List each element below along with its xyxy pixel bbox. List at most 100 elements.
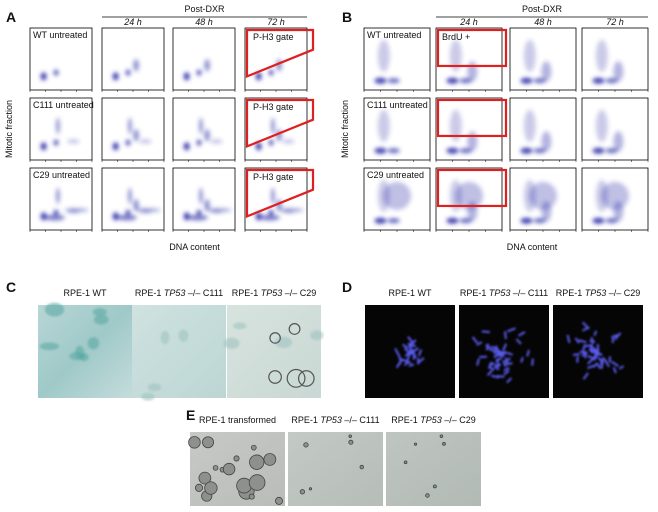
label-prefix: RPE-1 — [460, 288, 489, 298]
chromosome — [611, 337, 615, 343]
plot-frame — [101, 27, 165, 91]
chromosome — [403, 347, 410, 353]
flow-plot: BrdU + — [435, 27, 508, 92]
chromosome — [402, 343, 409, 350]
cell-density — [459, 78, 472, 84]
colony — [403, 460, 408, 465]
gate — [436, 168, 508, 208]
cell-density — [529, 181, 557, 210]
chromosome — [495, 356, 503, 363]
gate — [436, 28, 508, 68]
cell-cloud — [183, 187, 232, 221]
chromosome — [407, 342, 413, 351]
flow-plot: WT untreated — [29, 27, 93, 92]
label-gene: TP53 — [585, 288, 607, 298]
chromosome — [493, 365, 500, 371]
colony — [297, 370, 315, 387]
cell — [233, 322, 247, 330]
gate-label: P-H3 gate — [253, 32, 294, 42]
cell-density — [533, 148, 546, 154]
cell-density — [196, 139, 202, 146]
chromosome — [612, 367, 617, 374]
cell — [93, 314, 109, 325]
chromosome — [587, 364, 595, 370]
chromosome — [604, 360, 610, 368]
cell-density — [459, 148, 472, 154]
flow-plot — [101, 167, 165, 232]
colony — [269, 332, 281, 344]
image-label: RPE-1 TP53 –/– C29 — [232, 288, 317, 298]
cell — [92, 308, 107, 317]
cell-density — [116, 214, 137, 221]
chromosome — [503, 366, 510, 372]
micrograph — [386, 432, 481, 506]
cell — [275, 336, 293, 348]
cell — [87, 337, 100, 350]
image-detail — [141, 329, 189, 401]
image-detail — [394, 336, 425, 369]
cell-cloud — [374, 179, 411, 224]
flow-plot — [172, 167, 236, 232]
chromosome — [589, 348, 595, 354]
image-label: RPE-1 TP53 –/– C111 — [135, 288, 223, 298]
cell-density — [64, 208, 89, 213]
image-label: RPE-1 WT — [63, 288, 107, 298]
cell-density — [183, 72, 190, 81]
flow-plot — [581, 97, 649, 162]
timepoint: 24 h — [459, 17, 478, 27]
row-label: WT untreated — [367, 30, 421, 40]
timepoint: 72 h — [267, 17, 285, 27]
colony — [194, 483, 204, 492]
label-prefix: RPE-1 — [232, 288, 261, 298]
cell-density — [125, 69, 131, 76]
label-prefix: RPE-1 WT — [388, 288, 432, 298]
chromosome — [588, 348, 598, 354]
chromosome — [490, 345, 498, 350]
cell — [160, 330, 170, 345]
row-label: WT untreated — [33, 30, 87, 40]
label-prefix: RPE-1 transformed — [199, 415, 276, 425]
cell-density — [207, 208, 232, 213]
cell-density — [541, 131, 552, 152]
cell-cloud — [374, 39, 400, 84]
chromosome — [574, 337, 580, 344]
cell-density — [533, 218, 546, 224]
cell-density — [387, 148, 400, 154]
chromosome — [614, 332, 622, 341]
flow-plot — [435, 167, 508, 232]
cell-cloud — [592, 109, 624, 154]
plot-frame — [29, 97, 93, 161]
cell — [147, 383, 162, 392]
cell-density — [520, 77, 533, 84]
chromosome — [395, 362, 401, 369]
cell-cloud — [374, 109, 400, 154]
chromosome — [581, 321, 590, 330]
cell-density — [270, 187, 275, 204]
chromosome — [502, 343, 508, 351]
cell-density — [520, 217, 533, 224]
cell-density — [455, 181, 483, 210]
chromosome — [417, 349, 423, 357]
chromosome — [520, 357, 524, 363]
image-detail — [471, 327, 534, 384]
chromosome — [593, 330, 598, 336]
cell-density — [204, 129, 211, 142]
panel-letter: C — [6, 279, 16, 295]
cell-density — [268, 209, 274, 216]
chromosome — [596, 362, 602, 370]
panel-letter: E — [186, 407, 195, 423]
row-label: C111 untreated — [367, 100, 428, 110]
cell-density — [136, 208, 161, 213]
image-detail — [39, 302, 109, 362]
micrograph — [188, 432, 285, 506]
chromosome — [406, 352, 411, 362]
cell-cloud — [520, 39, 552, 84]
x-axis-label: DNA content — [507, 242, 558, 252]
label-gene: TP53 — [420, 415, 442, 425]
chromosome — [608, 356, 611, 363]
colony — [425, 493, 430, 498]
cell-cloud — [520, 109, 552, 154]
chromosome — [526, 349, 530, 357]
micrograph — [365, 305, 455, 398]
